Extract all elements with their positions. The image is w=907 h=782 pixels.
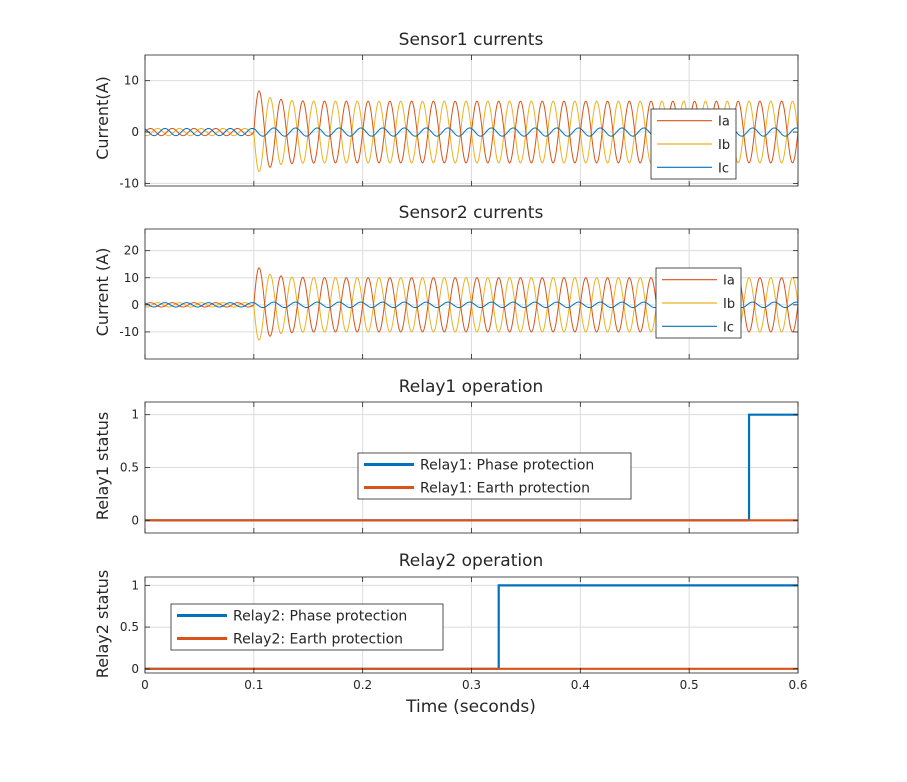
relay2-legend-box (170, 603, 444, 651)
relay1-title: Relay1 operation (399, 377, 544, 397)
relay2-xtick-label: 0.6 (788, 678, 807, 692)
relay2-ytick-label: 0.5 (120, 620, 139, 634)
sensor2-ytick-label: 10 (124, 271, 139, 285)
sensor2-ylabel: Current (A) (93, 248, 112, 337)
sensor2-legend-label: Ia (723, 274, 735, 289)
sensor2-legend-label: Ic (723, 320, 734, 335)
x-axis-label: Time (seconds) (405, 697, 536, 717)
sensor1-legend-label: Ic (718, 161, 729, 176)
relay1-ytick-label: 0.5 (120, 461, 139, 475)
relay2-legend-label: Relay2: Earth protection (233, 632, 403, 648)
relay1-ytick-label: 1 (131, 408, 139, 422)
relay1-ylabel: Relay1 status (93, 412, 112, 520)
relay1-data (145, 413, 798, 522)
relay1-legend: Relay1: Phase protection Relay1: Earth pr… (357, 452, 632, 500)
relay2-legend-label: Relay2: Phase protection (233, 609, 407, 625)
sensor2-ytick-label: 20 (124, 244, 139, 258)
sensor2-panel: Sensor2 currents Current (A) -10 0 10 20 Ia… (93, 203, 799, 360)
relay2-legend: Relay2: Phase protection Relay2: Earth pr… (170, 603, 444, 651)
relay1-legend-label: Relay1: Phase protection (420, 458, 594, 474)
relay2-xtick-label: 0 (141, 678, 149, 692)
sensor2-title: Sensor2 currents (399, 203, 544, 223)
relay2-xtick-label: 0.5 (680, 678, 699, 692)
relay1-ytick-label: 0 (131, 513, 139, 527)
relay2-ytick-label: 0 (131, 662, 139, 676)
relay2-xtick-label: 0.1 (244, 678, 263, 692)
sensor2-ytick-label: 0 (131, 298, 139, 312)
sensor2-legend-label: Ib (723, 297, 735, 312)
sensor1-ylabel: Current(A) (93, 76, 112, 160)
relay2-ytick-label: 1 (131, 578, 139, 592)
sensor1-ytick-label: 10 (124, 74, 139, 88)
sensor2-legend: Ia Ib Ic (655, 267, 742, 339)
relay1-panel: Relay1 operation Relay1 status 0 0.5 1 Rel… (93, 377, 799, 534)
relay2-title: Relay2 operation (399, 551, 544, 571)
sensor1-ytick-label: 0 (131, 125, 139, 139)
sensor2-ytick-label: -10 (119, 325, 139, 339)
sensor1-ytick-label: -10 (119, 176, 139, 190)
relay2-ylabel: Relay2 status (93, 570, 112, 678)
relay2-xtick-label: 0.4 (571, 678, 590, 692)
sensor1-legend-label: Ia (718, 115, 730, 130)
relay1-legend-label: Relay1: Earth protection (420, 481, 590, 497)
relay2-xtick-label: 0.3 (462, 678, 481, 692)
relay2-panel: Relay2 operation Relay2 status 0 0.5 1 0 0.1… (93, 551, 808, 717)
relay2-xtick-label: 0.2 (353, 678, 372, 692)
sensor1-legend: Ia Ib Ic (650, 108, 737, 180)
relay1-legend-box (357, 452, 632, 500)
sensor1-legend-label: Ib (718, 138, 730, 153)
sensor1-title: Sensor1 currents (399, 30, 544, 50)
